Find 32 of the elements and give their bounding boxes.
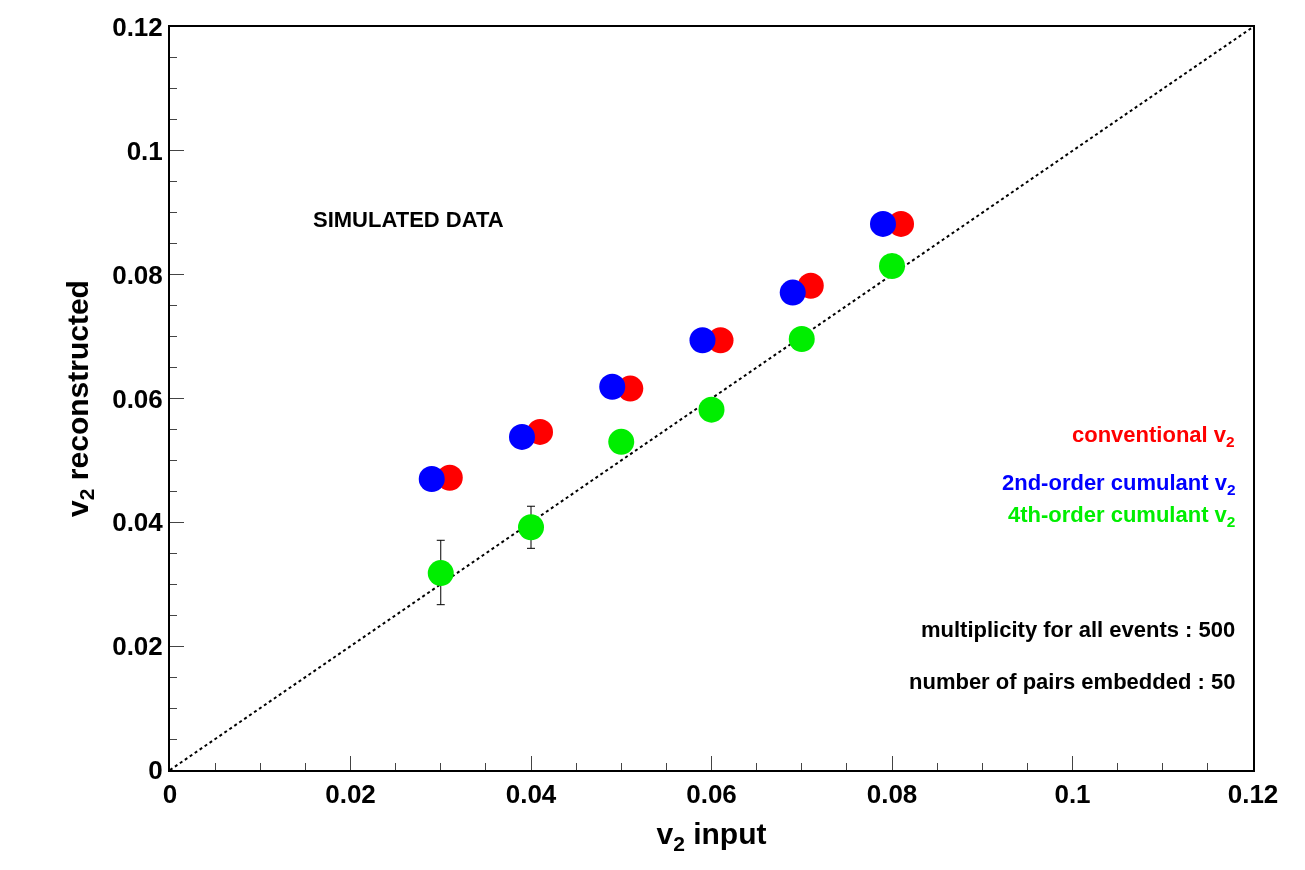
point — [689, 327, 716, 354]
point — [427, 560, 454, 587]
point — [779, 279, 806, 306]
x-tick-label: 0.06 — [686, 779, 737, 810]
point — [698, 396, 725, 423]
y-tick-label: 0.1 — [126, 135, 163, 166]
point — [518, 514, 544, 541]
y-tick-label: 0.04 — [112, 507, 164, 538]
point — [508, 423, 535, 450]
x-axis-title: v$_{2}$ input — [656, 817, 767, 855]
point — [879, 253, 905, 279]
text: conventional v$_{2}$ — [1072, 422, 1235, 450]
text: 4th-order cumulant v$_{2}$ — [1008, 502, 1236, 530]
text: 2nd-order cumulant v$_{2}$ — [1002, 470, 1236, 498]
x-tick-label: 0.1 — [1054, 779, 1091, 810]
y-tick-label: 0 — [148, 755, 163, 786]
annotation: SIMULATED DATA — [313, 207, 504, 232]
x-tick-label: 0.04 — [505, 779, 557, 810]
point — [599, 373, 626, 400]
point — [608, 428, 635, 455]
x-tick-label: 0.02 — [325, 779, 376, 810]
x-tick-label: 0.08 — [866, 779, 918, 810]
y-tick-label: 0.08 — [112, 259, 163, 290]
y-tick-label: 0.06 — [112, 383, 163, 414]
y-tick-label: 0.02 — [112, 631, 163, 662]
y-tick-label: 0.12 — [112, 12, 163, 43]
annotation: number of pairs embedded : 50 — [909, 669, 1236, 694]
point — [418, 465, 445, 492]
annotation: multiplicity for all events : 500 — [921, 617, 1236, 642]
x-tick-label: 0.12 — [1227, 779, 1279, 810]
point — [788, 326, 815, 353]
point — [869, 210, 896, 237]
